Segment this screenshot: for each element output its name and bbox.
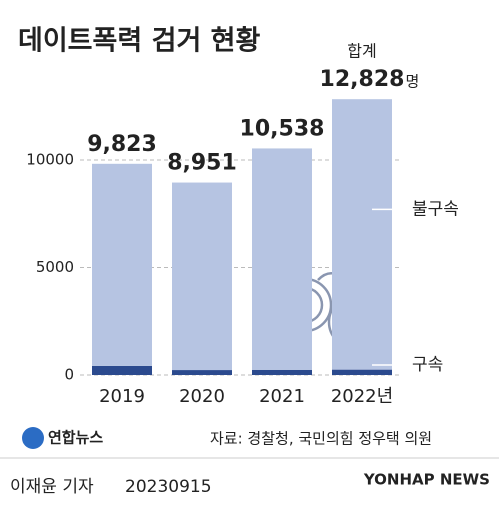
total-unit: 명 bbox=[405, 73, 419, 91]
bar-segment bbox=[332, 369, 392, 375]
x-tick-label: 2020 bbox=[179, 386, 225, 407]
y-tick-label: 10000 bbox=[26, 151, 74, 169]
total-label: 10,538 bbox=[240, 116, 325, 141]
bar-segment bbox=[252, 369, 312, 375]
bar-segment bbox=[92, 365, 152, 375]
bar-segment bbox=[172, 182, 232, 371]
x-tick-label: 2021 bbox=[259, 386, 305, 407]
y-tick-label: 5000 bbox=[36, 258, 74, 276]
logo: 연합뉴스 bbox=[48, 429, 103, 447]
byline: 이재윤 기자 bbox=[10, 477, 94, 497]
date: 20230915 bbox=[125, 477, 212, 497]
bar-segment bbox=[172, 370, 232, 375]
legend-label: 구속 bbox=[412, 355, 443, 375]
y-tick-label: 0 bbox=[64, 366, 74, 384]
bar-segment bbox=[252, 148, 312, 370]
x-tick-label: 2019 bbox=[99, 386, 145, 407]
source: 자료: 경찰청, 국민의힘 정우택 의원 bbox=[210, 430, 432, 448]
x-tick-label: 2022년 bbox=[331, 386, 393, 407]
chart-title: 데이트폭력 검거 현황 bbox=[18, 26, 261, 57]
total-label: 8,951 bbox=[167, 151, 237, 176]
legend-label: 불구속 bbox=[412, 199, 459, 219]
bar-segment bbox=[332, 99, 392, 370]
logo-icon bbox=[22, 427, 44, 449]
bar-segment bbox=[92, 163, 152, 366]
total-label: 12,828 bbox=[320, 67, 405, 92]
total-label: 9,823 bbox=[87, 132, 157, 157]
watermark: YONHAP NEWS bbox=[363, 471, 490, 489]
total-title: 합계 bbox=[347, 42, 376, 61]
